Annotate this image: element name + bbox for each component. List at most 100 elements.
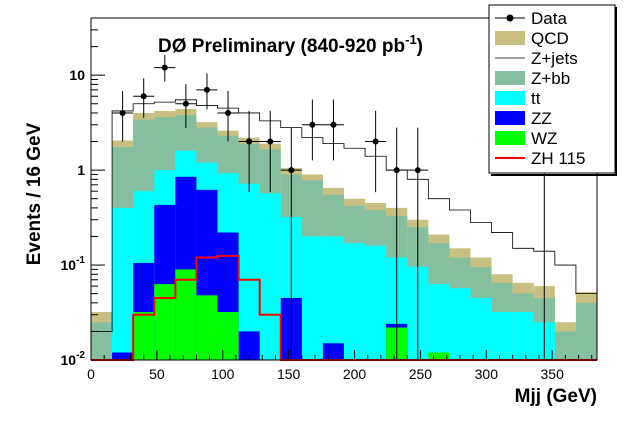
wz-bar-5 (196, 295, 218, 360)
data-point (301, 99, 323, 161)
legend-label-zh: ZH 115 (531, 149, 586, 168)
wz-series (133, 269, 450, 360)
legend-label-data: Data (531, 9, 567, 28)
legend-label-zbb: Z+bb (531, 69, 570, 88)
tt-bar-13 (365, 245, 387, 360)
legend-item-wz: WZ (495, 129, 557, 148)
legend-swatch-tt (495, 91, 525, 105)
tt-bar-11 (322, 236, 344, 360)
data-point (365, 110, 387, 193)
data-marker (140, 93, 147, 100)
data-marker (119, 109, 126, 116)
data-marker (330, 121, 337, 128)
tt-bar-1 (112, 207, 134, 360)
legend-swatch-qcd (495, 31, 525, 45)
y-tick-label: 10-1 (61, 255, 86, 273)
y-axis-label: Events / 16 GeV (24, 122, 45, 265)
data-marker (246, 138, 253, 145)
tt-bar-12 (344, 243, 366, 360)
chart-title-superscript: -1 (405, 32, 417, 47)
data-point (196, 73, 218, 110)
chart-title-close: ) (417, 36, 423, 57)
data-point (386, 127, 408, 360)
plot-frame (90, 17, 598, 361)
x-tick-label: 300 (475, 366, 499, 382)
legend-label-zz: ZZ (531, 109, 552, 128)
tt-bar-18 (470, 297, 492, 360)
legend-item-qcd: QCD (495, 29, 569, 48)
chart-title-main: DØ Preliminary (840-920 pb (158, 36, 405, 57)
x-tick-label: 100 (211, 366, 235, 382)
data-point (175, 84, 197, 129)
y-tick-label: 10 (69, 67, 85, 83)
y-tick-label: 10-2 (61, 350, 86, 368)
zbb-bar-0 (91, 322, 113, 360)
data-point (259, 110, 281, 193)
legend-swatch-wz (495, 131, 525, 145)
legend-label-tt: tt (531, 89, 541, 108)
legend-item-zh: ZH 115 (495, 149, 586, 168)
data-marker (393, 167, 400, 174)
data-point (154, 55, 176, 82)
zz-bar-7 (238, 331, 260, 360)
data-point (133, 78, 155, 118)
zbb-bar-22 (554, 331, 576, 360)
wz-bar-3 (154, 284, 176, 360)
tt-bar-16 (428, 284, 450, 360)
legend-data-marker (506, 14, 514, 22)
wz-bar-6 (217, 312, 239, 360)
x-tick-label: 50 (149, 366, 165, 382)
x-tick-label: 350 (541, 366, 565, 382)
x-tick-label: 0 (87, 366, 95, 382)
tt-bar-7 (238, 183, 260, 360)
data-marker (309, 121, 316, 128)
zbb-bar-23 (575, 302, 597, 360)
data-marker (225, 109, 232, 116)
tt-bar-20 (512, 312, 534, 360)
legend-label-wz: WZ (531, 129, 557, 148)
stacked-histogram (91, 99, 597, 361)
x-tick-label: 150 (277, 366, 301, 382)
zjets-outline (90, 99, 598, 360)
data-marker (414, 167, 421, 174)
data-marker (161, 64, 168, 71)
x-tick-label: 200 (343, 366, 367, 382)
zz-bar-11 (322, 343, 344, 360)
tt-bar-19 (491, 312, 513, 360)
data-marker (203, 86, 210, 93)
data-point (322, 99, 344, 161)
x-axis-label: Mjj (GeV) (515, 386, 597, 407)
legend-item-data: Data (495, 9, 567, 28)
wz-bar-4 (175, 269, 197, 360)
legend-swatch-zbb (495, 71, 525, 85)
data-point (238, 110, 260, 193)
wz-bar-2 (133, 312, 155, 360)
x-tick-label: 250 (409, 366, 433, 382)
legend-label-qcd: QCD (531, 29, 569, 48)
data-point (217, 91, 239, 142)
data-point (112, 91, 134, 142)
data-marker (267, 138, 274, 145)
data-point (280, 127, 302, 360)
legend-item-zjets: Z+jets (495, 49, 578, 68)
y-tick-label: 1 (77, 162, 85, 178)
data-marker (288, 167, 295, 174)
legend-item-zz: ZZ (495, 109, 552, 128)
tt-bar-8 (259, 193, 281, 360)
legend-item-zbb: Z+bb (495, 69, 570, 88)
data-point (407, 127, 429, 360)
chart-title: DØ Preliminary (840-920 pb-1) (158, 32, 423, 57)
legend-item-tt: tt (495, 89, 541, 108)
data-marker (372, 138, 379, 145)
tt-bar-17 (449, 288, 471, 360)
axes: 0 50 100 150 200 250 300 350 10-2 10-1 1 10 (61, 17, 593, 382)
wz-bar-16 (428, 352, 450, 360)
zz-bar-1 (112, 352, 134, 360)
legend-swatch-zz (495, 111, 525, 125)
legend-label-zjets: Z+jets (531, 49, 578, 68)
tt-bar-10 (301, 236, 323, 360)
data-marker (182, 100, 189, 107)
